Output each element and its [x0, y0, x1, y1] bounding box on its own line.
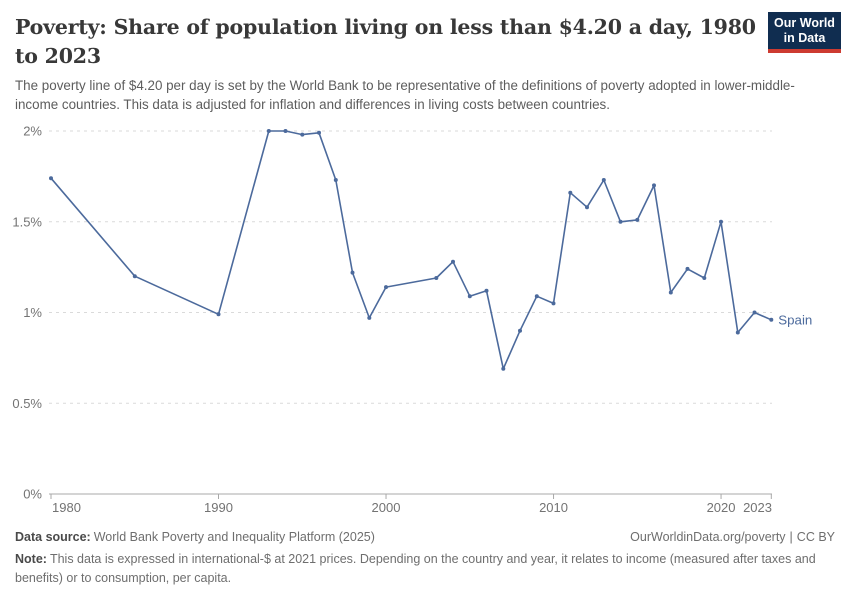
data-source-label: Data source: — [15, 530, 91, 544]
page-title: Poverty: Share of population living on l… — [15, 15, 756, 68]
data-point[interactable] — [434, 276, 439, 280]
data-point[interactable] — [685, 266, 690, 271]
y-axis-label: 1.5% — [12, 214, 42, 229]
data-point[interactable] — [534, 294, 539, 299]
y-axis-label: 0% — [23, 487, 42, 502]
license-label: CC BY — [796, 530, 835, 544]
data-point[interactable] — [501, 366, 506, 371]
x-axis-label: 1980 — [52, 500, 81, 515]
data-point[interactable] — [484, 288, 489, 293]
note-text: This data is expressed in international-… — [15, 552, 816, 585]
entity-label[interactable]: Spain — [778, 312, 812, 327]
series-line-spain[interactable] — [50, 130, 773, 370]
line-chart: 0% 0.5% 1% 1.5% 2% 1980 1990 2000 2010 2020 2023 Sp… — [12, 124, 812, 516]
owid-logo-line2: in Data — [783, 31, 826, 45]
data-point[interactable] — [702, 276, 707, 280]
attribution: OurWorldinData.org/poverty | CC BY — [630, 530, 835, 544]
data-source-text: World Bank Poverty and Inequality Platfo… — [93, 530, 375, 544]
y-axis-label: 2% — [23, 124, 42, 139]
data-point[interactable] — [668, 290, 673, 295]
chart-subtitle: The poverty line of $4.20 per day is set… — [15, 78, 795, 112]
data-point[interactable] — [618, 219, 623, 224]
data-point[interactable] — [49, 176, 53, 181]
data-point[interactable] — [132, 274, 137, 279]
data-point[interactable] — [551, 301, 556, 306]
data-point[interactable] — [300, 132, 305, 137]
data-point[interactable] — [752, 310, 757, 315]
data-point[interactable] — [333, 178, 338, 182]
x-axis-label: 2010 — [539, 500, 568, 515]
data-source: Data source: World Bank Poverty and Inequ… — [15, 530, 375, 544]
data-point[interactable] — [735, 330, 740, 335]
data-point[interactable] — [652, 183, 656, 188]
data-point[interactable] — [467, 294, 472, 299]
data-point[interactable] — [216, 312, 221, 317]
data-point[interactable] — [384, 285, 388, 290]
data-point[interactable] — [283, 129, 288, 133]
y-axis-label: 1% — [23, 305, 42, 320]
data-point[interactable] — [367, 315, 372, 320]
attribution-separator: | — [789, 530, 793, 544]
x-axis-label: 1990 — [204, 500, 233, 515]
data-point[interactable] — [601, 178, 606, 182]
owid-logo-line1: Our World — [774, 16, 835, 30]
note-label: Note: — [15, 552, 47, 566]
data-point[interactable] — [350, 270, 355, 275]
x-axis-label: 2000 — [372, 500, 401, 515]
data-point[interactable] — [719, 219, 723, 224]
data-point[interactable] — [317, 130, 321, 135]
owid-logo[interactable]: Our World in Data — [768, 12, 841, 53]
data-point[interactable] — [568, 190, 573, 195]
owid-url-link[interactable]: OurWorldinData.org/poverty — [630, 530, 786, 544]
note-row: Note: This data is expressed in internati… — [15, 550, 827, 588]
data-point[interactable] — [635, 217, 640, 222]
y-axis-label: 0.5% — [12, 396, 42, 411]
data-point[interactable] — [451, 259, 455, 264]
x-axis-label: 2023 — [743, 500, 772, 515]
x-axis-label: 2020 — [707, 500, 736, 515]
data-point[interactable] — [769, 317, 774, 322]
data-point[interactable] — [266, 129, 271, 133]
data-point[interactable] — [518, 328, 522, 333]
data-point[interactable] — [585, 205, 589, 210]
data-source-row: Data source: World Bank Poverty and Inequ… — [15, 530, 835, 544]
